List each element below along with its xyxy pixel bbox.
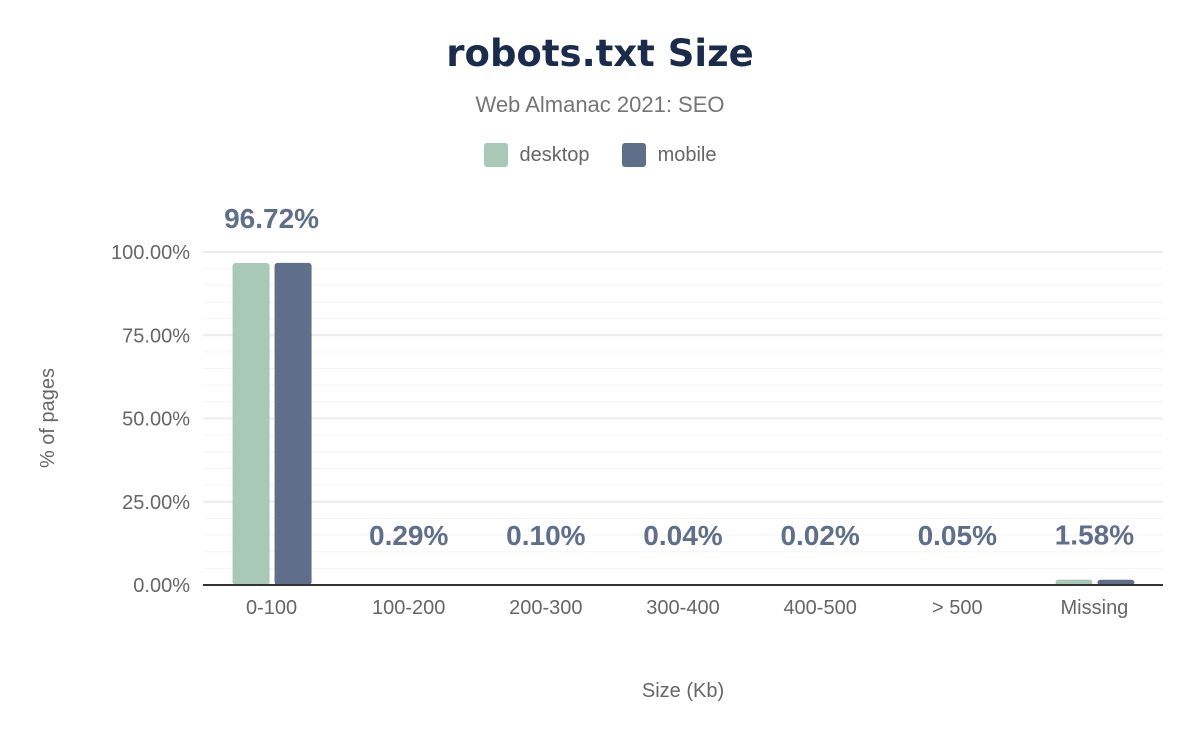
data-label: 0.10%: [506, 520, 585, 551]
legend-swatch-desktop: [483, 143, 508, 167]
data-label: 96.72%: [224, 203, 319, 234]
y-tick-label: 100.00%: [111, 242, 190, 264]
data-label: 0.02%: [780, 520, 859, 551]
x-tick-label: > 500: [932, 597, 983, 619]
chart-subtitle: Web Almanac 2021: SEO: [475, 92, 725, 117]
legend-item-desktop[interactable]: desktop: [483, 143, 590, 167]
x-tick-label: 0-100: [246, 597, 297, 619]
chart-title: robots.txt Size: [446, 32, 754, 75]
y-tick-label: 25.00%: [122, 492, 190, 514]
data-label: 1.58%: [1055, 520, 1134, 551]
data-label: 0.05%: [918, 520, 997, 551]
y-tick-label: 50.00%: [122, 409, 190, 431]
x-tick-label: 400-500: [783, 597, 856, 619]
y-axis-title: % of pages: [37, 368, 59, 468]
bar-mobile: [274, 262, 312, 585]
bar-desktop: [232, 262, 270, 585]
y-tick-label: 75.00%: [122, 325, 190, 347]
bar-mobile: [1097, 579, 1135, 585]
legend-label-mobile: mobile: [657, 143, 717, 166]
legend-label-desktop: desktop: [519, 143, 590, 166]
y-tick-label: 0.00%: [133, 575, 190, 597]
data-label: 0.29%: [369, 520, 448, 551]
x-tick-label: Missing: [1061, 597, 1129, 619]
x-tick-label: 100-200: [372, 597, 445, 619]
legend-swatch-mobile: [621, 143, 646, 167]
data-label: 0.04%: [643, 520, 722, 551]
legend-item-mobile[interactable]: mobile: [621, 143, 717, 167]
x-tick-label: 200-300: [509, 597, 582, 619]
x-axis-title: Size (Kb): [642, 680, 724, 702]
bar-desktop: [1055, 579, 1093, 585]
x-tick-label: 300-400: [646, 597, 719, 619]
legend: desktop mobile: [0, 143, 1200, 167]
